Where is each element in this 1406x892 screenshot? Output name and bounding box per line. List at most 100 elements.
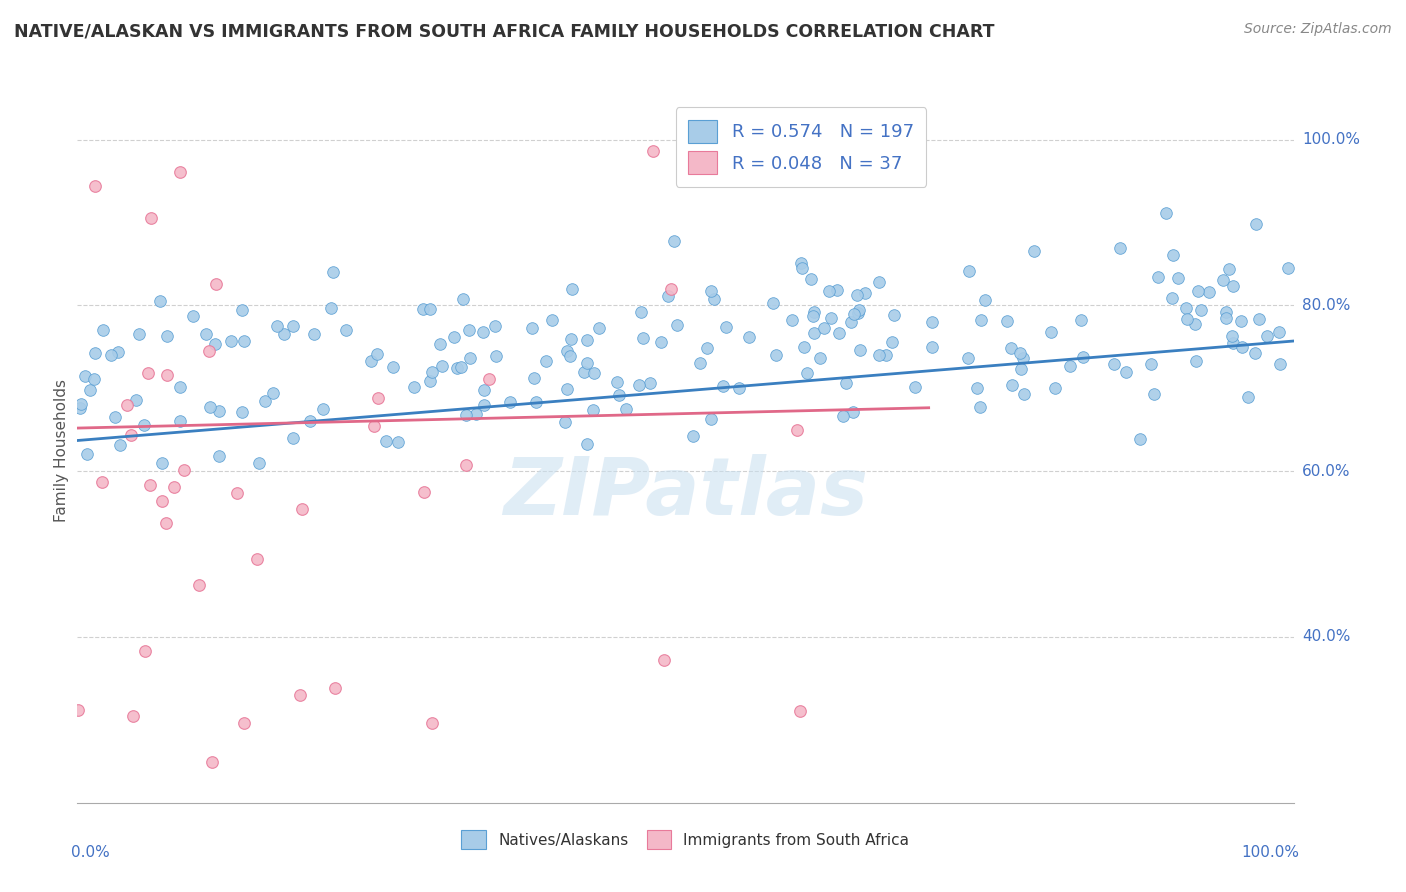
- Point: [1043, 381, 1066, 395]
- Point: [689, 356, 711, 370]
- Point: [554, 415, 576, 429]
- Point: [1268, 357, 1291, 371]
- Point: [541, 313, 564, 327]
- Point: [83, 178, 105, 193]
- Text: Source: ZipAtlas.com: Source: ZipAtlas.com: [1244, 22, 1392, 37]
- Point: [247, 456, 270, 470]
- Point: [1244, 217, 1267, 231]
- Point: [883, 308, 905, 322]
- Point: [588, 321, 610, 335]
- Point: [1000, 341, 1022, 355]
- Point: [803, 326, 825, 341]
- Point: [149, 293, 172, 308]
- Point: [76, 447, 98, 461]
- Point: [957, 351, 980, 366]
- Point: [1277, 260, 1299, 275]
- Point: [560, 332, 582, 346]
- Point: [921, 340, 943, 354]
- Point: [1256, 328, 1278, 343]
- Point: [322, 265, 344, 279]
- Point: [335, 323, 357, 337]
- Point: [786, 423, 808, 437]
- Point: [1237, 390, 1260, 404]
- Point: [187, 578, 209, 592]
- Point: [120, 428, 142, 442]
- Point: [231, 405, 253, 419]
- Point: [288, 688, 311, 702]
- Point: [107, 345, 129, 359]
- Point: [582, 403, 605, 417]
- Point: [1147, 270, 1170, 285]
- Point: [1222, 278, 1244, 293]
- Point: [1161, 291, 1184, 305]
- Point: [846, 287, 869, 301]
- Point: [367, 391, 389, 405]
- Point: [283, 319, 305, 334]
- Point: [115, 398, 138, 412]
- Point: [1230, 340, 1253, 354]
- Point: [323, 681, 346, 695]
- Point: [853, 286, 876, 301]
- Point: [665, 318, 688, 332]
- Point: [422, 716, 444, 731]
- Point: [283, 431, 305, 445]
- Point: [125, 392, 148, 407]
- Point: [382, 360, 405, 375]
- Point: [1174, 301, 1197, 315]
- Point: [302, 326, 325, 341]
- Point: [1071, 350, 1094, 364]
- Text: 60.0%: 60.0%: [1302, 464, 1350, 479]
- Point: [1143, 386, 1166, 401]
- Text: 100.0%: 100.0%: [1241, 845, 1299, 860]
- Point: [478, 372, 501, 386]
- Text: 80.0%: 80.0%: [1302, 298, 1350, 313]
- Point: [1222, 336, 1244, 351]
- Point: [801, 309, 824, 323]
- Point: [835, 376, 858, 390]
- Point: [454, 458, 477, 472]
- Point: [882, 335, 904, 350]
- Point: [700, 284, 723, 298]
- Point: [163, 479, 186, 493]
- Point: [1218, 261, 1240, 276]
- Point: [800, 272, 823, 286]
- Point: [246, 552, 269, 566]
- Point: [231, 302, 253, 317]
- Point: [195, 327, 218, 342]
- Point: [201, 755, 224, 769]
- Point: [825, 284, 848, 298]
- Point: [299, 414, 322, 428]
- Point: [974, 293, 997, 308]
- Point: [156, 368, 179, 383]
- Point: [219, 334, 242, 348]
- Point: [957, 264, 980, 278]
- Point: [458, 351, 481, 365]
- Point: [633, 331, 655, 345]
- Point: [818, 284, 841, 298]
- Point: [429, 336, 451, 351]
- Point: [366, 347, 388, 361]
- Point: [150, 456, 173, 470]
- Point: [419, 301, 441, 316]
- Point: [128, 326, 150, 341]
- Point: [91, 475, 114, 489]
- Point: [868, 349, 890, 363]
- Point: [1247, 311, 1270, 326]
- Point: [418, 374, 440, 388]
- Point: [84, 346, 107, 360]
- Point: [1230, 314, 1253, 328]
- Point: [375, 434, 398, 448]
- Point: [69, 401, 91, 416]
- Point: [813, 320, 835, 334]
- Point: [560, 350, 582, 364]
- Text: ZIPatlas: ZIPatlas: [503, 454, 868, 532]
- Point: [796, 366, 818, 380]
- Legend: Natives/Alaskans, Immigrants from South Africa: Natives/Alaskans, Immigrants from South …: [456, 824, 915, 855]
- Point: [969, 400, 991, 414]
- Point: [555, 344, 578, 359]
- Point: [703, 292, 725, 306]
- Point: [782, 313, 804, 327]
- Point: [875, 348, 897, 362]
- Point: [1215, 305, 1237, 319]
- Point: [420, 365, 443, 379]
